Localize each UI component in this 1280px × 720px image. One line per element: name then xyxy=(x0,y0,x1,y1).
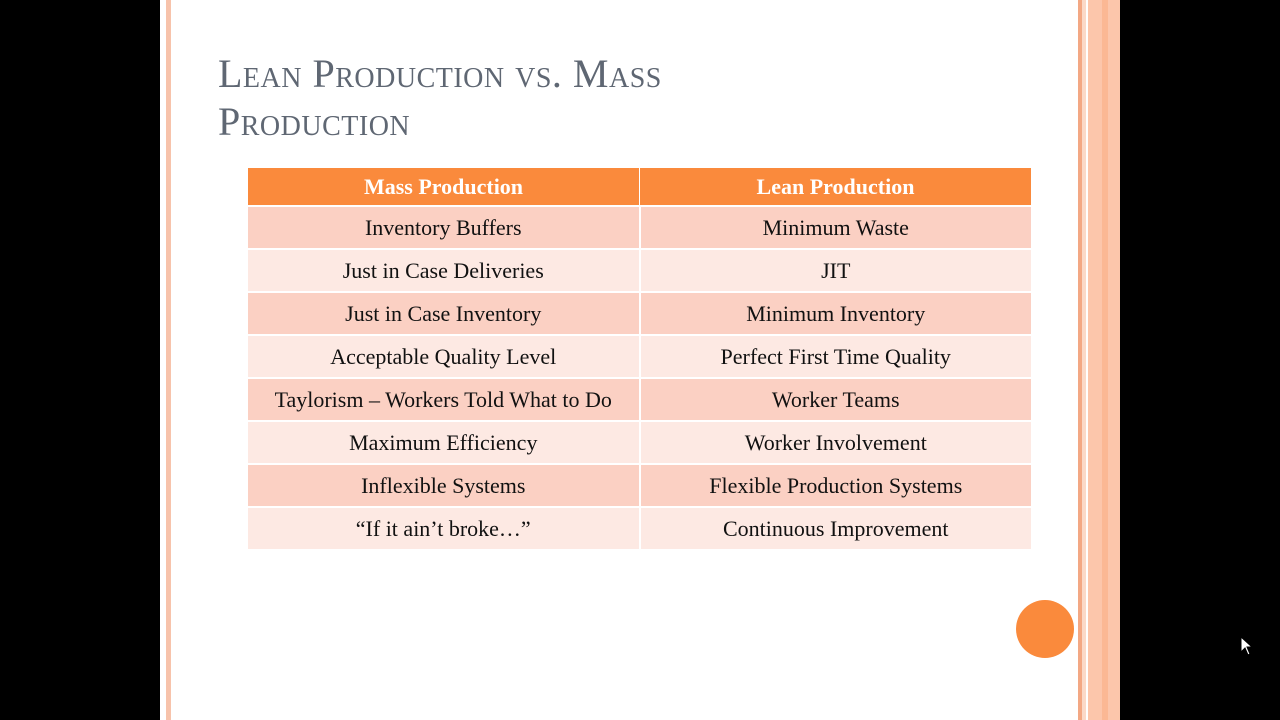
table-cell: Inflexible Systems xyxy=(248,463,640,507)
slide-right-border-stripe xyxy=(1078,0,1082,720)
slide-title-line-1: Lean Production vs. Mass xyxy=(218,51,662,96)
table-cell: Just in Case Inventory xyxy=(248,291,640,335)
table-cell: Just in Case Deliveries xyxy=(248,248,640,292)
table-row: “If it ain’t broke…” Continuous Improvem… xyxy=(248,506,1031,549)
table-row: Acceptable Quality Level Perfect First T… xyxy=(248,334,1031,378)
table-row: Inventory Buffers Minimum Waste xyxy=(248,205,1031,249)
slide: Lean Production vs. Mass Production Mass… xyxy=(160,0,1120,720)
table-header-row: Mass Production Lean Production xyxy=(248,168,1031,206)
table-row: Just in Case Deliveries JIT xyxy=(248,248,1031,292)
mouse-cursor-icon xyxy=(1240,636,1254,656)
header-lean-production: Lean Production xyxy=(639,168,1031,206)
table-cell: JIT xyxy=(638,248,1031,292)
table-cell: Minimum Waste xyxy=(638,205,1031,249)
table-cell: Continuous Improvement xyxy=(638,506,1031,549)
slide-left-border xyxy=(166,0,171,720)
table-cell: Perfect First Time Quality xyxy=(638,334,1031,378)
comparison-table: Mass Production Lean Production Inventor… xyxy=(248,168,1031,549)
table-cell: “If it ain’t broke…” xyxy=(248,506,640,549)
table-cell: Taylorism – Workers Told What to Do xyxy=(248,377,640,421)
slide-right-border-stripe xyxy=(1082,0,1086,720)
table-cell: Minimum Inventory xyxy=(638,291,1031,335)
table-cell: Maximum Efficiency xyxy=(248,420,640,464)
header-mass-production: Mass Production xyxy=(248,168,640,206)
table-row: Just in Case Inventory Minimum Inventory xyxy=(248,291,1031,335)
slide-right-border-stripe xyxy=(1102,0,1108,720)
table-row: Maximum Efficiency Worker Involvement xyxy=(248,420,1031,464)
table-cell: Worker Involvement xyxy=(638,420,1031,464)
table-row: Taylorism – Workers Told What to Do Work… xyxy=(248,377,1031,421)
slide-title-line-2: Production xyxy=(218,99,411,144)
table-cell: Acceptable Quality Level xyxy=(248,334,640,378)
orange-circle-icon xyxy=(1016,600,1074,658)
table-cell: Flexible Production Systems xyxy=(638,463,1031,507)
table-cell: Inventory Buffers xyxy=(248,205,640,249)
table-cell: Worker Teams xyxy=(638,377,1031,421)
table-row: Inflexible Systems Flexible Production S… xyxy=(248,463,1031,507)
slide-title: Lean Production vs. Mass Production xyxy=(218,50,838,146)
